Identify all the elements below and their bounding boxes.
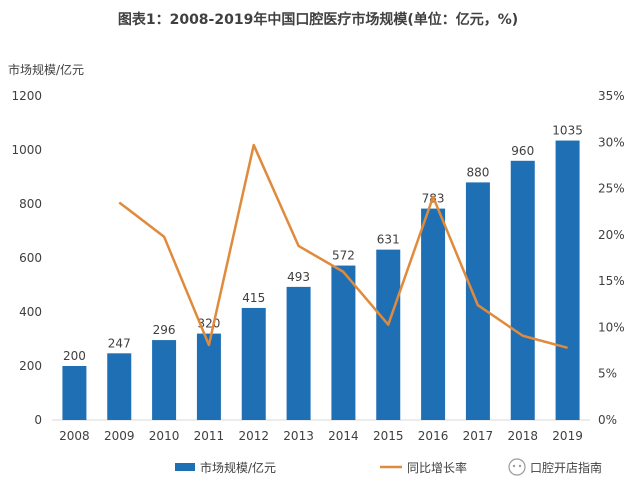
- watermark-label: 口腔开店指南: [530, 460, 602, 475]
- x-tick-label: 2017: [463, 429, 494, 443]
- bar: [62, 366, 87, 420]
- line-series: [118, 143, 568, 350]
- wechat-icon-eye-right: [518, 464, 522, 468]
- x-axis: 2008 2009 2010 2011 2012 2013 2014 2015 2016 2017…: [59, 429, 583, 443]
- bar: [331, 265, 356, 420]
- bar-data-label: 247: [108, 336, 131, 350]
- y-right-tick-label: 35%: [598, 89, 625, 103]
- x-tick-label: 2012: [238, 429, 269, 443]
- bar: [107, 353, 132, 420]
- bar: [241, 307, 266, 420]
- x-tick-label: 2008: [59, 429, 90, 443]
- bar-data-label: 296: [153, 323, 176, 337]
- bar: [376, 249, 401, 420]
- y-left-tick-label: 200: [19, 359, 42, 373]
- x-tick-label: 2019: [552, 429, 583, 443]
- y-right-tick-label: 20%: [598, 228, 625, 242]
- bar-data-label: 493: [287, 270, 310, 284]
- y-axis-left-unit-label: 市场规模/亿元: [8, 62, 84, 77]
- y-right-tick-label: 5%: [598, 367, 617, 381]
- bar: [286, 286, 311, 420]
- x-tick-label: 2010: [149, 429, 180, 443]
- legend-label-market-size: 市场规模/亿元: [200, 460, 276, 475]
- legend: 市场规模/亿元 同比增长率: [175, 460, 467, 475]
- y-left-tick-label: 400: [19, 305, 42, 319]
- y-left-tick-label: 800: [19, 197, 42, 211]
- y-left-tick-label: 1200: [11, 89, 42, 103]
- chart-title: 图表1：2008-2019年中国口腔医疗市场规模(单位：亿元，%): [118, 11, 518, 28]
- x-tick-label: 2015: [373, 429, 404, 443]
- x-tick-label: 2018: [507, 429, 538, 443]
- legend-swatch-market-size: [175, 463, 195, 471]
- bar-data-label: 631: [377, 233, 400, 247]
- bar: [152, 340, 177, 420]
- watermark: 口腔开店指南: [508, 458, 602, 476]
- y-left-tick-label: 600: [19, 251, 42, 265]
- x-tick-label: 2009: [104, 429, 135, 443]
- bar-data-label: 415: [242, 291, 265, 305]
- y-right-tick-label: 15%: [598, 274, 625, 288]
- x-tick-label: 2011: [194, 429, 225, 443]
- bar: [421, 208, 446, 420]
- y-right-tick-label: 0%: [598, 413, 617, 427]
- bar: [510, 160, 535, 421]
- bar: [196, 333, 221, 420]
- bar-data-label: 960: [511, 144, 534, 158]
- y-right-tick-label: 10%: [598, 320, 625, 334]
- x-tick-label: 2016: [418, 429, 449, 443]
- bar: [555, 140, 580, 421]
- x-tick-label: 2014: [328, 429, 359, 443]
- bar-data-label: 200: [63, 349, 86, 363]
- y-left-tick-label: 0: [34, 413, 42, 427]
- bar-data-label: 1035: [552, 124, 583, 138]
- bar: [465, 182, 490, 420]
- bar-series: [62, 140, 580, 421]
- y-left-tick-label: 1000: [11, 143, 42, 157]
- wechat-icon-eye-left: [512, 464, 516, 468]
- y-right-tick-label: 30%: [598, 135, 625, 149]
- y-right-tick-label: 25%: [598, 182, 625, 196]
- wechat-icon: [508, 458, 526, 476]
- legend-label-growth-rate: 同比增长率: [407, 460, 467, 475]
- bar-data-label: 880: [466, 165, 489, 179]
- bar-data-label: 572: [332, 249, 355, 263]
- x-tick-label: 2013: [283, 429, 314, 443]
- y-axis-left: 0 200 400 600 800 1000 1200: [11, 89, 42, 427]
- y-axis-right: 0% 5% 10% 15% 20% 25% 30% 35%: [598, 89, 625, 427]
